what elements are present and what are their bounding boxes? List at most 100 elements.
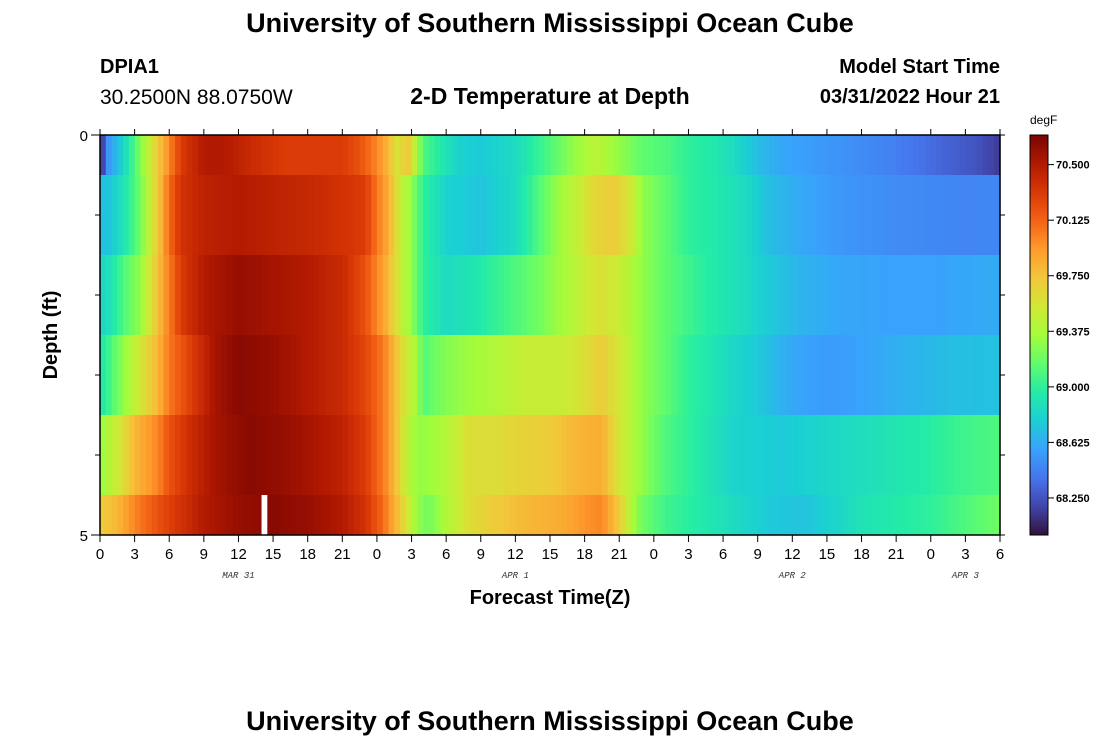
heatmap-cell [705, 255, 713, 335]
x-tick-label: 15 [542, 546, 559, 563]
heatmap-cell [440, 335, 447, 415]
heatmap-cell [821, 495, 828, 535]
heatmap-cell [648, 495, 655, 535]
heatmap-cell [475, 175, 482, 255]
heatmap-cell [532, 135, 540, 175]
heatmap-cell [146, 415, 153, 495]
heatmap-cell [423, 255, 430, 335]
heatmap-cell [982, 335, 990, 415]
heatmap-cell [353, 135, 361, 175]
heatmap-cell [538, 175, 545, 255]
heatmap-cell [700, 335, 707, 415]
heatmap-cell [400, 415, 407, 495]
heatmap-cell [290, 135, 297, 175]
heatmap-cell [105, 175, 113, 255]
heatmap-cell [526, 255, 534, 335]
heatmap-cell [561, 135, 568, 175]
heatmap-cell [630, 335, 638, 415]
heatmap-cell [226, 135, 234, 175]
x-tick-label: 21 [611, 546, 628, 563]
heatmap-cell [948, 415, 955, 495]
heatmap-cell [169, 415, 176, 495]
heatmap-cell [919, 175, 926, 255]
heatmap-cell [798, 335, 805, 415]
heatmap-cell [111, 255, 118, 335]
heatmap-cell [394, 175, 401, 255]
heatmap-cell [786, 495, 793, 535]
heatmap-cell [601, 175, 609, 255]
colorbar-tick-label: 70.500 [1056, 160, 1090, 172]
heatmap-cell [711, 495, 718, 535]
heatmap-cell [619, 335, 626, 415]
heatmap-cell [400, 335, 407, 415]
heatmap-cell [965, 415, 972, 495]
heatmap-cell [982, 135, 990, 175]
heatmap-cell [676, 495, 684, 535]
heatmap-cell [394, 335, 401, 415]
heatmap-cell [111, 175, 118, 255]
heatmap-cell [994, 415, 1001, 495]
heatmap-cell [953, 415, 961, 495]
heatmap-cell [578, 335, 586, 415]
heatmap-cell [498, 135, 505, 175]
heatmap-cell [469, 335, 476, 415]
heatmap-cell [140, 335, 147, 415]
heatmap-cell [434, 495, 441, 535]
heatmap-cell [544, 495, 551, 535]
heatmap-cell [671, 335, 678, 415]
heatmap-cell [417, 135, 424, 175]
heatmap-cell [982, 495, 990, 535]
heatmap-cell [255, 335, 263, 415]
heatmap-cell [567, 175, 574, 255]
heatmap-cell [925, 495, 932, 535]
heatmap-cell [676, 335, 684, 415]
heatmap-cell [642, 135, 649, 175]
heatmap-cell [590, 255, 597, 335]
heatmap-cell [203, 135, 211, 175]
x-tick-label: 0 [650, 546, 658, 563]
heatmap-cell [526, 415, 534, 495]
heatmap-cell [826, 135, 834, 175]
heatmap-cell [503, 175, 511, 255]
heatmap-cell [105, 415, 113, 495]
heatmap-cell [451, 415, 459, 495]
heatmap-cell [503, 415, 511, 495]
heatmap-cell [757, 495, 765, 535]
heatmap-cell [740, 415, 747, 495]
heatmap-cell [855, 415, 863, 495]
heatmap-cell [475, 495, 482, 535]
heatmap-cell [613, 255, 620, 335]
x-tick-label: 6 [719, 546, 727, 563]
heatmap-cell [821, 175, 828, 255]
heatmap-cell [607, 255, 615, 335]
heatmap-cell [446, 415, 453, 495]
heatmap-cell [342, 135, 349, 175]
heatmap-cell [613, 135, 620, 175]
x-axis: 0 3 6 9 12 15 18 21 0 3 6 9 12 15 18 21 0 3 6 9 12 15 18 21 0 3 6 M… [96, 129, 1004, 581]
heatmap-cell [896, 135, 903, 175]
heatmap-cell [146, 495, 153, 535]
heatmap-cell [573, 175, 580, 255]
heatmap-cell [319, 135, 326, 175]
heatmap-cell [948, 335, 955, 415]
heatmap-cell [573, 495, 580, 535]
colorbar-scale [1029, 134, 1049, 536]
heatmap-cell [123, 415, 130, 495]
heatmap-cell [584, 255, 591, 335]
heatmap-cell [642, 335, 649, 415]
heatmap-cell [890, 495, 897, 535]
heatmap-cell [561, 255, 568, 335]
heatmap-cell [826, 255, 834, 335]
heatmap-cell [169, 335, 176, 415]
heatmap-cell [284, 255, 291, 335]
heatmap-cell [151, 415, 159, 495]
heatmap-cell [636, 495, 643, 535]
heatmap-cell [850, 495, 857, 535]
heatmap-cell [636, 335, 643, 415]
y-axis: 05 [80, 128, 1005, 545]
heatmap-cell [198, 495, 205, 535]
heatmap-cell [532, 335, 540, 415]
heatmap-cell [728, 415, 736, 495]
heatmap-cell [428, 175, 436, 255]
heatmap-cell [301, 495, 309, 535]
